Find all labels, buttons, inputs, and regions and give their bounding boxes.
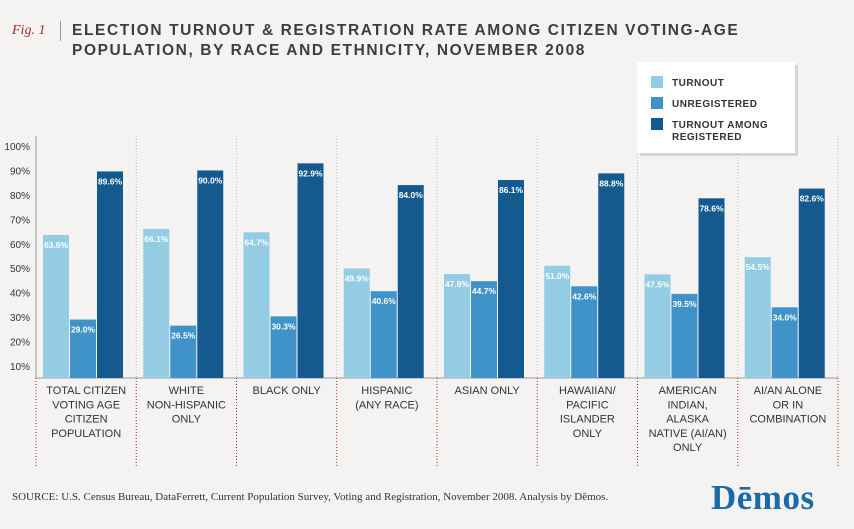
y-tick-label: 80% xyxy=(10,191,30,202)
bar xyxy=(97,171,123,378)
bar xyxy=(143,228,170,378)
bar xyxy=(671,293,698,378)
legend-label: UNREGISTERED xyxy=(672,99,757,110)
category-label: TOTAL CITIZEN xyxy=(46,385,126,397)
bar xyxy=(170,325,197,378)
legend-label: REGISTERED xyxy=(672,132,742,143)
data-label: 39.5% xyxy=(672,299,697,309)
category-label: ONLY xyxy=(673,442,703,454)
bar xyxy=(571,286,598,378)
bar xyxy=(297,163,324,378)
data-label: 54.5% xyxy=(746,262,771,272)
figure-label: Fig. 1 xyxy=(12,23,46,38)
bar xyxy=(544,265,571,378)
category-label: VOTING AGE xyxy=(52,399,120,411)
data-label: 78.6% xyxy=(699,203,724,213)
y-tick-label: 60% xyxy=(10,240,30,251)
source-note: SOURCE: U.S. Census Bureau, DataFerrett,… xyxy=(12,491,609,503)
category-label: INDIAN, xyxy=(667,399,707,411)
y-tick-label: 90% xyxy=(10,166,30,177)
bar xyxy=(43,234,69,378)
category-label: ASIAN ONLY xyxy=(455,385,521,397)
category-label: AMERICAN xyxy=(659,385,717,397)
data-label: 90.0% xyxy=(198,175,223,185)
data-label: 26.5% xyxy=(171,331,196,341)
data-label: 82.6% xyxy=(800,194,825,204)
data-label: 66.1% xyxy=(144,234,169,244)
data-label: 51.0% xyxy=(545,271,570,281)
data-label: 29.0% xyxy=(71,325,96,335)
bar xyxy=(370,291,397,378)
data-label: 30.3% xyxy=(271,321,296,331)
bar xyxy=(498,179,524,378)
chart-area: 10% 20% 30% 40% 50% 60% 70% 80% 90% 100% 63.6% 29.0… xyxy=(4,62,839,468)
category-label: CITIZEN xyxy=(65,414,108,426)
bar xyxy=(798,188,825,378)
data-label: 40.6% xyxy=(372,296,397,306)
bar xyxy=(471,281,497,378)
bar xyxy=(698,198,725,378)
bar xyxy=(771,307,798,378)
data-label: 86.1% xyxy=(499,185,524,195)
category-label: WHITE xyxy=(169,385,204,397)
title-divider xyxy=(60,21,61,41)
category-label: BLACK ONLY xyxy=(252,385,321,397)
bar xyxy=(70,319,96,378)
data-label: 64.7% xyxy=(244,237,269,247)
category-label: ALASKA xyxy=(666,414,709,426)
category-label: (ANY RACE) xyxy=(355,399,418,411)
legend-swatch xyxy=(651,97,663,109)
legend-swatch xyxy=(651,118,663,130)
bar xyxy=(243,232,270,378)
data-label: 47.6% xyxy=(445,279,470,289)
bar xyxy=(598,173,625,378)
bar xyxy=(197,170,224,378)
chart-title: ELECTION TURNOUT & REGISTRATION RATE AMO… xyxy=(72,22,740,59)
data-label: 47.5% xyxy=(645,279,670,289)
category-label: COMBINATION xyxy=(749,414,826,426)
data-label: 92.9% xyxy=(298,168,323,178)
legend-label: TURNOUT AMONG xyxy=(672,120,768,131)
bar xyxy=(343,268,370,378)
category-label: ONLY xyxy=(172,414,202,426)
y-tick-label: 30% xyxy=(10,313,30,324)
bar xyxy=(397,185,424,378)
y-tick-label: 100% xyxy=(4,142,30,153)
data-label: 88.8% xyxy=(599,178,624,188)
demos-logo: Dēmos xyxy=(711,478,815,517)
y-tick-label: 10% xyxy=(10,362,30,373)
y-tick-label: 50% xyxy=(10,264,30,275)
category-label: NATIVE (AI/AN) xyxy=(649,428,727,440)
data-label: 34.0% xyxy=(773,312,798,322)
legend-box xyxy=(637,62,795,153)
legend-swatch xyxy=(651,76,663,88)
bar xyxy=(744,257,771,378)
data-label: 44.7% xyxy=(472,286,497,296)
category-label: NON-HISPANIC xyxy=(147,399,226,411)
data-label: 89.6% xyxy=(98,176,123,186)
y-tick-label: 40% xyxy=(10,289,30,300)
bar xyxy=(644,274,671,378)
category-label: ISLANDER xyxy=(560,414,615,426)
category-label: AI/AN ALONE xyxy=(754,385,822,397)
data-label: 63.6% xyxy=(44,240,69,250)
category-label: ONLY xyxy=(573,428,603,440)
bar xyxy=(270,316,297,378)
legend-label: TURNOUT xyxy=(672,78,724,89)
bar xyxy=(444,274,470,378)
category-label: HISPANIC xyxy=(361,385,412,397)
category-label: POPULATION xyxy=(51,428,121,440)
data-label: 84.0% xyxy=(399,190,424,200)
category-label: PACIFIC xyxy=(566,399,609,411)
data-label: 42.6% xyxy=(572,291,597,301)
category-label: OR IN xyxy=(773,399,804,411)
y-tick-label: 70% xyxy=(10,215,30,226)
data-label: 49.9% xyxy=(345,273,370,283)
category-label: HAWAIIAN/ xyxy=(559,385,617,397)
y-tick-label: 20% xyxy=(10,338,30,349)
